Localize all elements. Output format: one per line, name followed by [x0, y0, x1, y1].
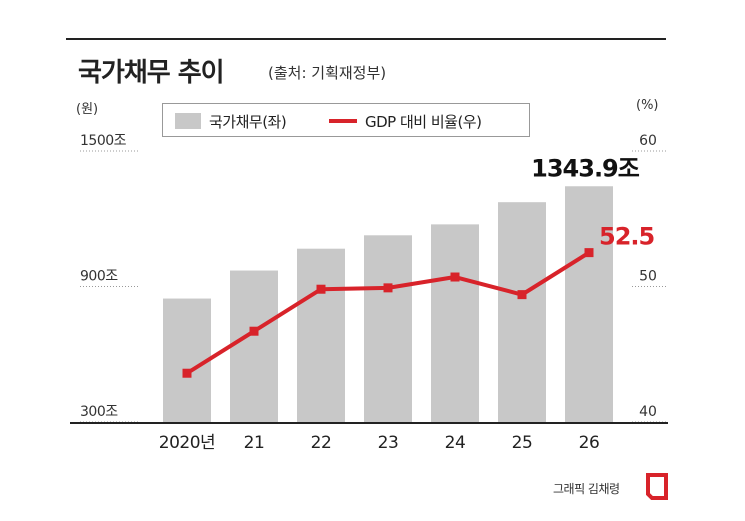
right-tick-label: 40 — [639, 404, 657, 420]
x-tick-label: 22 — [311, 433, 332, 453]
right-tick-label: 50 — [639, 269, 657, 285]
legend-bar-label: 국가채무(좌) — [209, 113, 287, 131]
line-point — [182, 368, 192, 378]
left-axis-unit: (원) — [76, 102, 99, 117]
x-tick-label: 25 — [512, 433, 533, 453]
x-tick-label: 2020년 — [159, 433, 215, 453]
legend-line-label: GDP 대비 비율(우) — [365, 113, 482, 131]
line-point — [584, 248, 594, 258]
bar — [498, 202, 546, 422]
line-point — [316, 284, 326, 294]
legend: 국가채무(좌) GDP 대비 비율(우) — [162, 103, 530, 137]
top-rule — [66, 38, 666, 40]
x-tick-label: 21 — [244, 433, 265, 453]
bar — [163, 298, 211, 422]
bar — [565, 186, 613, 422]
line-value-label: 52.5 — [599, 223, 655, 251]
line-point — [383, 283, 393, 293]
x-tick-label: 23 — [378, 433, 399, 453]
right-tick-label: 60 — [639, 133, 657, 149]
left-tick-label: 900조 — [80, 269, 118, 285]
bar-value-label: 1343.9조 — [531, 154, 640, 182]
bar — [431, 224, 479, 422]
graphic-credit: 그래픽 김채령 — [553, 482, 620, 496]
bar — [230, 270, 278, 422]
chart-title: 국가채무 추이 — [78, 58, 225, 88]
legend-bar-swatch — [175, 113, 201, 129]
line-point — [450, 272, 460, 282]
left-tick-label: 300조 — [80, 404, 118, 420]
bar — [364, 235, 412, 422]
line-point — [249, 326, 259, 336]
x-tick-label: 26 — [579, 433, 600, 453]
bar — [297, 248, 345, 422]
right-axis-unit: (%) — [636, 98, 659, 113]
left-tick-label: 1500조 — [80, 133, 127, 149]
source-note: (출처: 기획재정부) — [268, 64, 387, 82]
legend-line-swatch — [329, 119, 357, 123]
x-tick-label: 24 — [445, 433, 466, 453]
publisher-logo-icon — [646, 473, 668, 500]
line-point — [517, 290, 527, 300]
